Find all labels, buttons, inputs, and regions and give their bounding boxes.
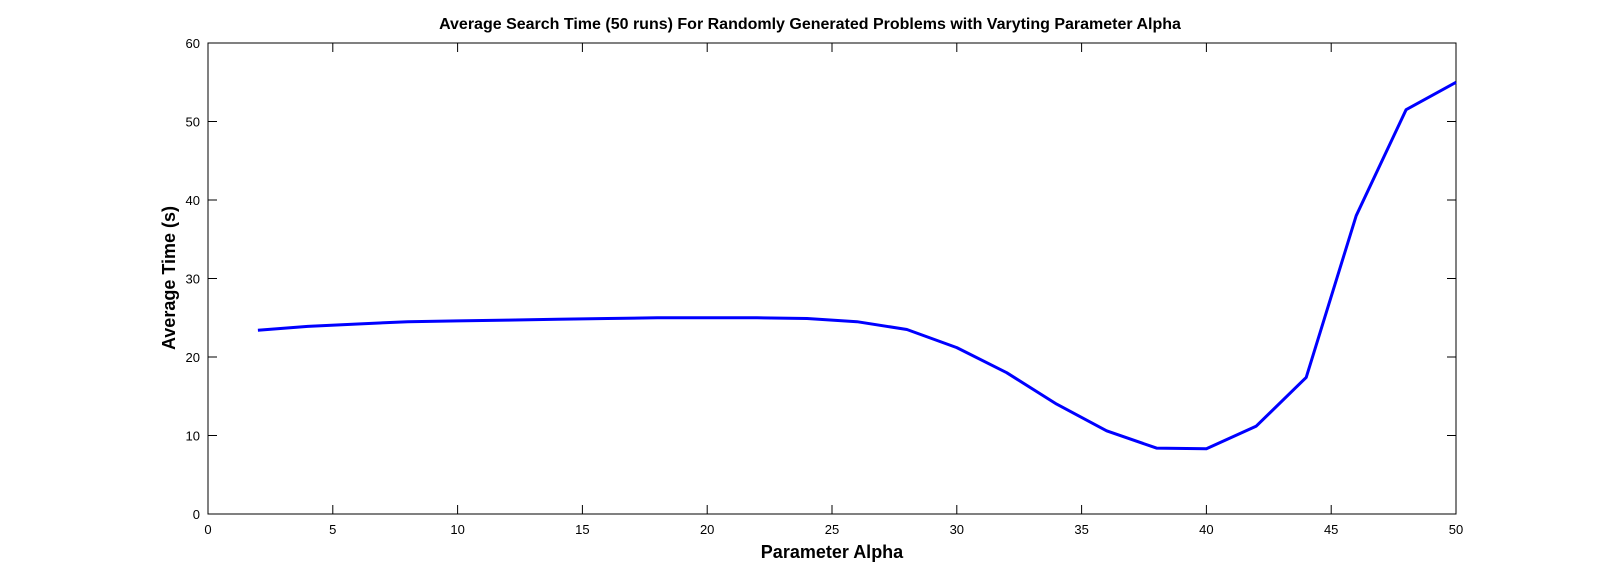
chart-title: Average Search Time (50 runs) For Random… bbox=[439, 16, 1181, 33]
x-tick-label: 0 bbox=[204, 522, 211, 537]
x-tick-label: 15 bbox=[575, 522, 589, 537]
series-layer bbox=[257, 80, 1457, 451]
y-tick-label: 10 bbox=[186, 429, 200, 444]
x-tick-label: 35 bbox=[1074, 522, 1088, 537]
series-line-1 bbox=[257, 80, 1457, 451]
x-axis: 0 5 10 15 20 25 30 35 40 45 50 bbox=[204, 43, 1463, 537]
y-axis: 0 10 20 30 40 50 60 bbox=[186, 36, 1456, 522]
y-tick-label: 40 bbox=[186, 193, 200, 208]
x-tick-label: 5 bbox=[329, 522, 336, 537]
y-tick-label: 20 bbox=[186, 350, 200, 365]
x-tick-label: 10 bbox=[450, 522, 464, 537]
y-axis-label: Average Time (s) bbox=[159, 206, 179, 350]
y-tick-label: 50 bbox=[186, 115, 200, 130]
x-tick-label: 50 bbox=[1449, 522, 1463, 537]
y-tick-label: 0 bbox=[193, 507, 200, 522]
x-tick-label: 30 bbox=[950, 522, 964, 537]
x-tick-label: 45 bbox=[1324, 522, 1338, 537]
y-tick-label: 30 bbox=[186, 272, 200, 287]
x-tick-label: 40 bbox=[1199, 522, 1213, 537]
x-tick-label: 25 bbox=[825, 522, 839, 537]
plot-area bbox=[207, 42, 1457, 515]
x-tick-label: 20 bbox=[700, 522, 714, 537]
x-axis-label: Parameter Alpha bbox=[761, 542, 904, 562]
y-tick-label: 60 bbox=[186, 36, 200, 51]
